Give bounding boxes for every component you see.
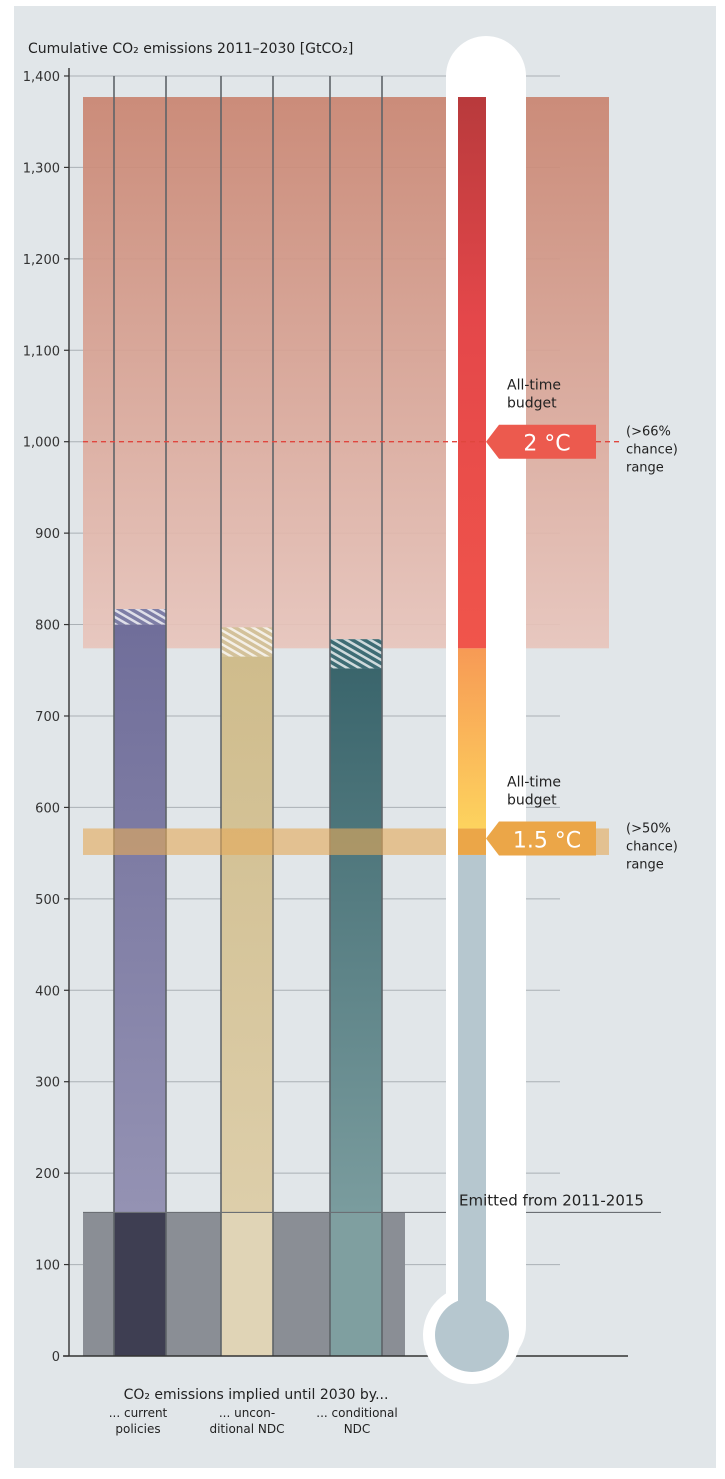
budget-2c-chance-label: range <box>626 461 664 476</box>
x-category-label-1: policies <box>115 1422 160 1436</box>
budget-1-5c-budget-label: budget <box>507 793 557 809</box>
thermometer-bulb <box>435 1298 509 1372</box>
budget-1-5c-temperature-label: 1.5 °C <box>513 829 581 854</box>
y-tick-label: 0 <box>52 1350 60 1365</box>
x-category-label-1: ... current <box>109 1406 168 1420</box>
budget-chart: Cumulative CO₂ emissions 2011–2030 [GtCO… <box>23 36 678 1436</box>
budget-2c-chance-label: (>66% <box>626 425 671 440</box>
y-tick-label: 1,300 <box>23 161 60 176</box>
bar-2 <box>221 656 273 1213</box>
budget-1-5c-chance-label: range <box>626 858 664 873</box>
thermometer-orange-segment <box>458 648 486 829</box>
annotations: 2 °C All-time budget (>66% chance) range 1.5 °… <box>83 378 678 1436</box>
y-tick-label: 1,200 <box>23 253 60 268</box>
budget-1-5c-budget-label: All-time <box>507 775 561 791</box>
x-category-label-3: NDC <box>344 1422 371 1436</box>
thermometer-mercury-grey <box>458 854 486 1306</box>
bar-columns <box>83 75 661 1356</box>
y-tick-label: 800 <box>35 619 60 634</box>
y-tick-label: 1,100 <box>23 344 60 359</box>
y-tick-label: 600 <box>35 801 60 816</box>
y-tick-label: 100 <box>35 1259 60 1274</box>
bar-3-emitted-part <box>330 1212 382 1356</box>
y-tick-label: 700 <box>35 710 60 725</box>
bar-1-hatch <box>114 609 166 625</box>
range-band-2c <box>83 97 609 649</box>
y-tick-label: 300 <box>35 1076 60 1091</box>
budget-2c-range-band <box>83 97 609 649</box>
budget-2c-budget-label: All-time <box>507 378 561 394</box>
chart-panel: Cumulative CO₂ emissions 2011–2030 [GtCO… <box>14 6 716 1468</box>
thermometer-red-segment <box>458 97 486 649</box>
thermometer <box>423 36 526 1384</box>
bar-3 <box>330 668 382 1213</box>
y-tick-label: 500 <box>35 893 60 908</box>
bar-2-emitted-part <box>221 1212 273 1356</box>
budget-1-5c-chance-label: (>50% <box>626 822 671 837</box>
bar-2-hatch <box>221 627 273 657</box>
x-category-label-3: ... conditional <box>316 1406 397 1420</box>
budget-2c-chance-label: chance) <box>626 443 678 458</box>
bar-1 <box>114 624 166 1213</box>
budget-1-5c-chance-label: chance) <box>626 840 678 855</box>
budget-2c-budget-label: budget <box>507 396 557 412</box>
y-tick-label: 200 <box>35 1167 60 1182</box>
budget-2c-flag <box>486 424 596 459</box>
budget-2c-temperature-label: 2 °C <box>523 432 570 457</box>
y-tick-label: 1,000 <box>23 436 60 451</box>
y-tick-label: 400 <box>35 984 60 999</box>
budget-1-5c-flag <box>486 821 596 856</box>
y-tick-label: 900 <box>35 527 60 542</box>
x-axis-label: CO₂ emissions implied until 2030 by... <box>124 1387 389 1403</box>
x-category-label-2: ... uncon- <box>219 1406 275 1420</box>
emitted-label: Emitted from 2011-2015 <box>459 1191 644 1209</box>
bar-1-emitted-part <box>114 1212 166 1356</box>
bar-3-hatch <box>330 639 382 669</box>
chart-title: Cumulative CO₂ emissions 2011–2030 [GtCO… <box>28 41 353 57</box>
thermometer-1-5c-segment <box>458 828 486 855</box>
y-axis: 0 100 200 300 400 500 600 700 800 900 1,000 1,100 1,… <box>23 67 628 1365</box>
y-tick-label: 1,400 <box>23 70 60 85</box>
x-category-label-2: ditional NDC <box>209 1422 284 1436</box>
